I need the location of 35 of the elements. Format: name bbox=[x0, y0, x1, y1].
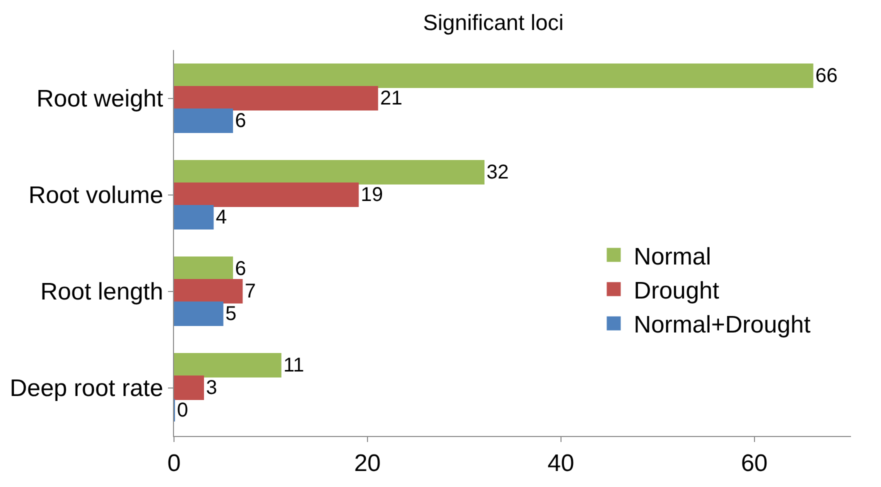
y-tick-label: Root weight bbox=[36, 86, 164, 113]
x-tick-label: 20 bbox=[354, 450, 381, 477]
data-label: 3 bbox=[206, 377, 218, 400]
bar bbox=[174, 160, 484, 184]
bar bbox=[174, 278, 243, 304]
data-label: 11 bbox=[283, 354, 304, 376]
bar bbox=[174, 302, 224, 326]
data-label: 6 bbox=[235, 258, 246, 280]
y-tick-label: Root volume bbox=[28, 182, 164, 210]
chart-title: Significant loci bbox=[423, 10, 564, 36]
bar bbox=[174, 182, 359, 208]
legend-label: Normal bbox=[634, 243, 712, 270]
data-label: 32 bbox=[486, 161, 509, 184]
legend-label: Drought bbox=[634, 277, 720, 304]
x-tick-label: 60 bbox=[740, 450, 768, 477]
data-label: 5 bbox=[225, 303, 236, 326]
bar bbox=[174, 86, 378, 111]
x-tick-label: 0 bbox=[167, 450, 181, 477]
bar bbox=[174, 256, 234, 281]
data-label: 0 bbox=[177, 400, 188, 422]
data-label: 7 bbox=[244, 280, 256, 303]
bar bbox=[174, 108, 234, 134]
legend-label: Normal+Drought bbox=[634, 312, 811, 339]
data-label: 6 bbox=[235, 110, 246, 132]
data-label: 66 bbox=[815, 64, 838, 87]
data-label: 21 bbox=[380, 88, 402, 110]
bar bbox=[174, 375, 204, 400]
y-tick-label: Deep root rate bbox=[10, 375, 164, 402]
x-tick-label: 40 bbox=[548, 450, 574, 477]
data-label: 4 bbox=[216, 206, 227, 229]
bar bbox=[174, 352, 282, 378]
y-tick-label: Root length bbox=[40, 278, 164, 306]
bar bbox=[174, 205, 214, 230]
data-label: 19 bbox=[360, 184, 384, 206]
bar bbox=[174, 63, 814, 88]
